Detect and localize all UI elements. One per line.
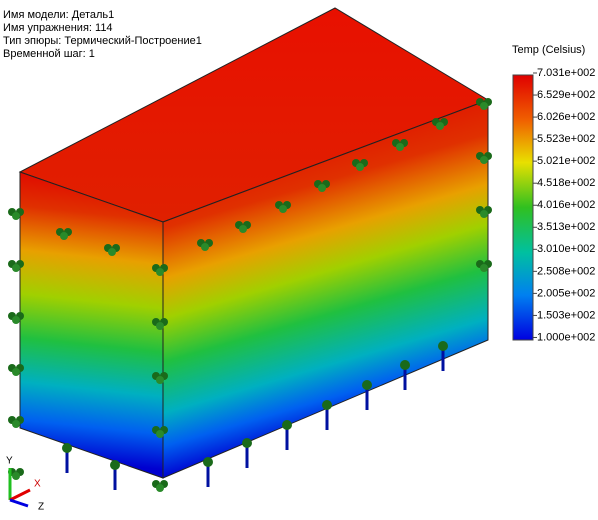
marker-blob (279, 205, 287, 213)
marker-blob (12, 420, 20, 428)
color-scale (512, 74, 534, 341)
fixture-marker (152, 372, 168, 384)
pin-head (110, 460, 120, 470)
fixture-marker (235, 221, 251, 233)
legend-label: 5.021e+002 (537, 155, 595, 167)
pin-head (203, 457, 213, 467)
fixture-marker (476, 260, 492, 272)
marker-blob (156, 430, 164, 438)
legend-label: 4.016e+002 (537, 199, 595, 211)
fixture-marker (392, 139, 408, 151)
fixture-marker (56, 228, 72, 240)
legend-title: Temp (Celsius) (512, 44, 585, 56)
marker-blob (239, 225, 247, 233)
info-line: Имя упражнения: 114 (3, 22, 113, 34)
legend-label: 3.513e+002 (537, 221, 595, 233)
legend-label: 1.503e+002 (537, 309, 595, 321)
marker-blob (12, 264, 20, 272)
marker-blob (156, 322, 164, 330)
fixture-marker (197, 239, 213, 251)
marker-blob (156, 268, 164, 276)
triad: Y X Z (6, 456, 44, 513)
legend-label: 7.031e+002 (537, 67, 595, 79)
fixture-marker (8, 416, 24, 428)
fixture-marker (152, 426, 168, 438)
legend-label: 2.005e+002 (537, 287, 595, 299)
legend-label: 3.010e+002 (537, 243, 595, 255)
x-axis-arrow (9, 488, 31, 502)
marker-blob (156, 484, 164, 492)
marker-blob (12, 368, 20, 376)
marker-blob (480, 102, 488, 110)
legend-label: 4.518e+002 (537, 177, 595, 189)
marker-blob (201, 243, 209, 251)
legend-label: 1.000e+002 (537, 331, 595, 343)
marker-blob (356, 163, 364, 171)
info: Имя модели: Деталь1 Имя упражнения: 114 … (3, 9, 202, 60)
fixture-marker (352, 159, 368, 171)
info-line: Временной шаг: 1 (3, 48, 95, 60)
fixture-marker (476, 152, 492, 164)
fixture-marker (8, 260, 24, 272)
marker-blob (156, 376, 164, 384)
fixture-marker (152, 318, 168, 330)
pin-head (282, 420, 292, 430)
right-face (162, 99, 489, 479)
legend-label: 2.508e+002 (537, 265, 595, 277)
legend-label: 5.523e+002 (537, 133, 595, 145)
fixture-marker (8, 208, 24, 220)
info-line: Тип эпюры: Термический-Построение1 (3, 35, 202, 47)
pin-head (362, 380, 372, 390)
model (8, 7, 492, 492)
pin-head (242, 438, 252, 448)
front-face (19, 171, 164, 479)
pin-head (438, 341, 448, 351)
fixture-marker (104, 244, 120, 256)
marker-blob (60, 232, 68, 240)
legend-labels: 7.031e+002 6.529e+002 6.026e+002 5.523e+002… (533, 67, 595, 343)
marker-blob (12, 316, 20, 324)
fixture-marker (152, 480, 168, 492)
fixture-marker (432, 118, 448, 130)
fixture-marker (314, 180, 330, 192)
pin-head (62, 443, 72, 453)
fixture-marker (152, 264, 168, 276)
fixture-marker (8, 364, 24, 376)
marker-blob (480, 156, 488, 164)
fixture-marker (8, 312, 24, 324)
marker-blob (12, 472, 20, 480)
info-line: Имя модели: Деталь1 (3, 9, 114, 21)
axis-label: X (34, 479, 41, 490)
legend-label: 6.529e+002 (537, 89, 595, 101)
marker-blob (480, 210, 488, 218)
z-axis-arrow (9, 498, 29, 508)
marker-blob (12, 212, 20, 220)
marker-blob (318, 184, 326, 192)
fixture-marker (275, 201, 291, 213)
marker-blob (480, 264, 488, 272)
axis-label: Z (38, 502, 44, 513)
marker-blob (396, 143, 404, 151)
marker-blob (108, 248, 116, 256)
pin-head (400, 360, 410, 370)
fixture-marker (476, 206, 492, 218)
marker-blob (436, 122, 444, 130)
pin-head (322, 400, 332, 410)
fixture-marker (476, 98, 492, 110)
axis-label: Y (6, 456, 13, 467)
legend-label: 6.026e+002 (537, 111, 595, 123)
